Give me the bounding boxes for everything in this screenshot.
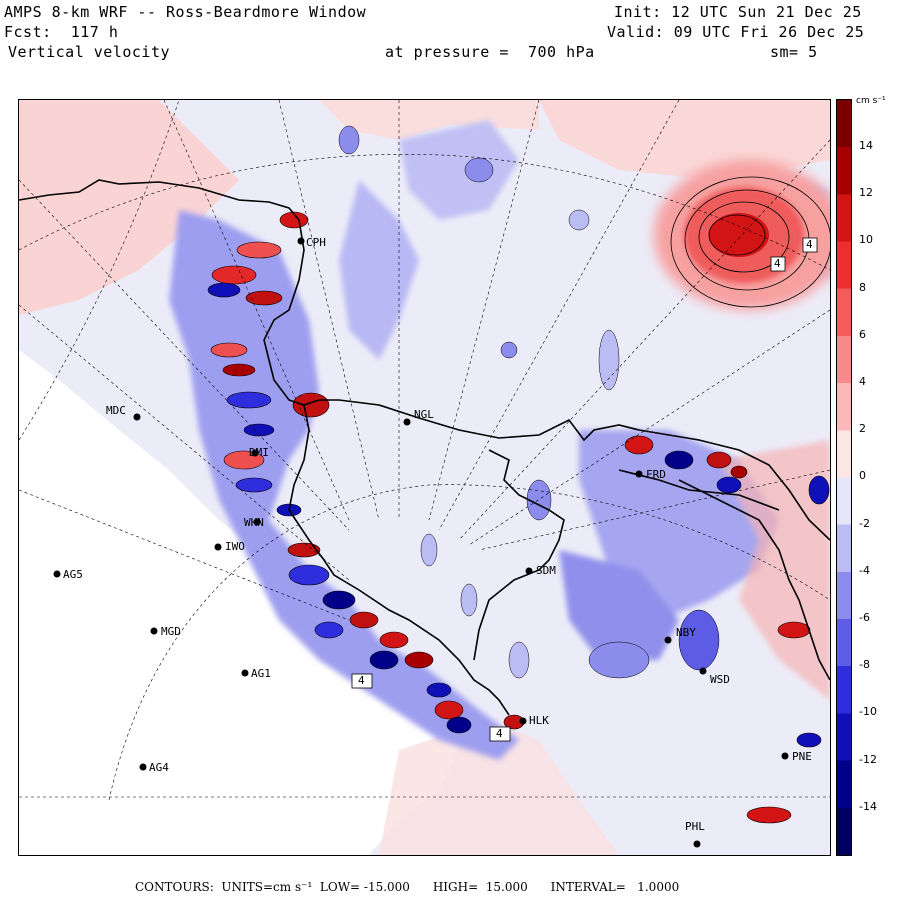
contour-label: 4 [774, 257, 781, 270]
station-marker-phl[interactable] [693, 840, 701, 848]
colorbar-tick-label: 2 [859, 422, 866, 436]
station-marker-cph[interactable] [297, 237, 305, 245]
colorbar-tick-label: 12 [859, 186, 873, 200]
colorbar-tick-label: 8 [859, 280, 866, 294]
station-marker-ngl[interactable] [403, 418, 411, 426]
mountain-waves [207, 211, 830, 824]
colorbar-units: cm s⁻¹ [856, 96, 886, 106]
station-label-pne: PNE [792, 750, 812, 763]
station-marker-nby[interactable] [664, 636, 672, 644]
contour-label: 4 [358, 674, 365, 687]
positive-region [539, 100, 830, 180]
station-label-whn: WHN [244, 516, 264, 529]
contour-label: 4 [806, 238, 813, 251]
colorbar-tick-label: -8 [859, 658, 870, 672]
station-label-cph: CPH [306, 236, 326, 249]
map-title: AMPS 8-km WRF -- Ross-Beardmore Window [4, 3, 367, 21]
init-time: Init: 12 UTC Sun 21 Dec 25 [614, 3, 862, 21]
positive-region [319, 100, 539, 140]
station-label-ngl: NGL [414, 408, 434, 421]
station-marker-ag1[interactable] [241, 669, 249, 677]
contour-label-boxes [351, 237, 818, 742]
colorbar [836, 99, 852, 856]
positive-core [654, 160, 830, 310]
station-marker-wsd[interactable] [699, 667, 707, 675]
station-marker-pne[interactable] [781, 752, 789, 760]
small-features [338, 125, 720, 679]
map-canvas [19, 100, 830, 855]
colorbar-tick-label: -14 [859, 799, 877, 813]
station-marker-ag4[interactable] [139, 763, 147, 771]
colorbar-tick-label: 10 [859, 233, 873, 247]
pressure-level: at pressure = 700 hPa [385, 43, 595, 61]
colorbar-tick-label: 0 [859, 469, 866, 483]
colorbar-tick-label: -4 [859, 563, 870, 577]
station-marker-dmi[interactable] [251, 449, 259, 457]
station-label-phl: PHL [685, 820, 705, 833]
coastline [19, 179, 830, 716]
station-label-mgd: MGD [161, 625, 181, 638]
no-data-region [19, 350, 459, 855]
positive-region [379, 720, 619, 855]
valid-time: Valid: 09 UTC Fri 26 Dec 25 [607, 23, 865, 41]
colorbar-tick-label: 6 [859, 327, 866, 341]
station-markers [53, 237, 789, 848]
station-marker-ag5[interactable] [53, 570, 61, 578]
station-marker-hlk[interactable] [519, 717, 527, 725]
station-marker-mgd[interactable] [150, 627, 158, 635]
station-label-nby: NBY [676, 626, 696, 639]
station-marker-mdc[interactable] [133, 413, 141, 421]
station-marker-iwo[interactable] [214, 543, 222, 551]
positive-region [19, 100, 239, 315]
contour-info: CONTOURS: UNITS=cm s⁻¹ LOW= -15.000 HIGH… [135, 880, 680, 894]
colorbar-tick-label: 14 [859, 139, 873, 152]
station-label-wsd: WSD [710, 673, 730, 686]
contour-label: 4 [496, 727, 503, 740]
station-label-ag5: AG5 [63, 568, 83, 581]
graticule [19, 100, 830, 801]
station-label-dmi: DMI [249, 446, 269, 459]
station-marker-whn[interactable] [253, 518, 261, 526]
colorbar-tick-label: -2 [859, 516, 870, 530]
station-label-frd: FRD [646, 468, 666, 481]
station-label-iwo: IWO [225, 540, 245, 553]
colorbar-tick-label: -6 [859, 611, 870, 624]
map-panel: 4 4 4 4 CPH MDC NGL DMI FRD [18, 99, 831, 856]
station-label-ag4: AG4 [149, 761, 169, 774]
station-label-sdm: SDM [536, 564, 556, 577]
forecast-hour: Fcst: 117 h [4, 23, 119, 41]
field-name: Vertical velocity [8, 43, 171, 61]
station-marker-sdm[interactable] [525, 567, 533, 575]
station-label-ag1: AG1 [251, 667, 271, 680]
station-marker-frd[interactable] [635, 470, 643, 478]
station-label-hlk: HLK [529, 714, 549, 727]
colorbar-tick-label: 4 [859, 375, 866, 388]
colorbar-tick-label: -10 [859, 705, 877, 719]
smoothing: sm= 5 [770, 43, 818, 61]
colorbar-tick-label: -12 [859, 752, 877, 766]
station-label-mdc: MDC [106, 404, 126, 417]
